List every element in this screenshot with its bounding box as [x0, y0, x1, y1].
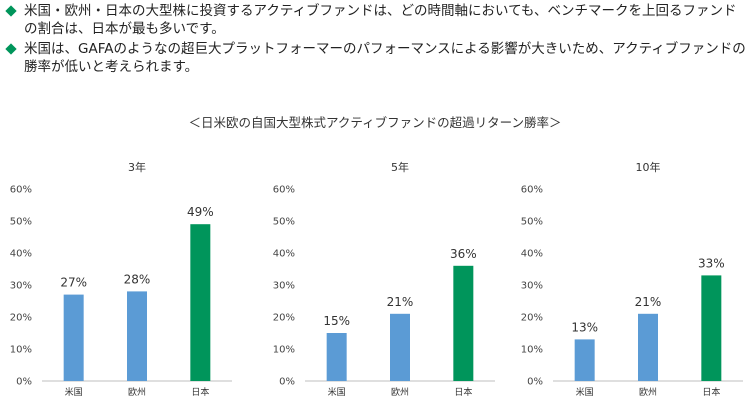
y-tick-label: 30%	[10, 281, 32, 292]
data-label: 13%	[571, 320, 598, 334]
y-tick-label: 60%	[521, 185, 543, 196]
bar	[701, 275, 722, 381]
bar	[638, 313, 658, 381]
bullet-text: 米国は、GAFAのようなの超巨大プラットフォーマーのパフォーマンスによる影響が大…	[24, 41, 746, 75]
data-label: 21%	[387, 295, 414, 309]
data-label: 28%	[124, 272, 151, 286]
y-tick-label: 0%	[279, 377, 295, 388]
y-tick-label: 60%	[273, 185, 295, 196]
chart-title: 10年	[636, 160, 661, 174]
chart-panel: 3年 0% 10% 20% 30% 40% 50% 60% 27% 米国 28% 欧州 49% 日本	[10, 160, 232, 398]
y-tick-label: 40%	[521, 249, 543, 260]
category-label: 欧州	[128, 386, 146, 398]
category-label: 米国	[576, 386, 594, 398]
data-label: 49%	[187, 205, 214, 219]
y-tick-label: 40%	[10, 249, 32, 260]
y-tick-label: 10%	[521, 345, 543, 356]
category-label: 米国	[65, 386, 83, 398]
bar	[390, 313, 410, 381]
chart-title: 5年	[391, 160, 409, 174]
category-label: 日本	[702, 386, 720, 398]
y-tick-label: 0%	[527, 377, 543, 388]
chart-title: 3年	[128, 160, 146, 174]
y-tick-label: 60%	[10, 185, 32, 196]
category-label: 欧州	[639, 386, 657, 398]
category-label: 欧州	[391, 386, 409, 398]
bar	[574, 339, 595, 381]
y-tick-label: 0%	[16, 377, 32, 388]
data-label: 21%	[635, 295, 662, 309]
section-title: ＜日米欧の自国大型株式アクティブファンドの超過リターン勝率＞	[188, 115, 562, 130]
y-tick-label: 10%	[10, 345, 32, 356]
bar	[127, 291, 147, 381]
bar	[453, 265, 474, 381]
bar	[63, 294, 84, 381]
y-tick-label: 20%	[521, 313, 543, 324]
category-label: 日本	[454, 386, 472, 398]
y-tick-label: 20%	[10, 313, 32, 324]
bullet-text: 米国・欧州・日本の大型株に投資するアクティブファンドは、どの時間軸においても、ベ…	[24, 3, 737, 37]
bullet-list: 米国・欧州・日本の大型株に投資するアクティブファンドは、どの時間軸においても、ベ…	[4, 2, 746, 78]
bar	[326, 333, 347, 381]
y-tick-label: 20%	[273, 313, 295, 324]
category-label: 米国	[328, 386, 346, 398]
chart-panel: 5年 0% 10% 20% 30% 40% 50% 60% 15% 米国 21% 欧州 36% 日本	[273, 160, 495, 398]
category-label: 日本	[191, 386, 209, 398]
data-label: 33%	[698, 256, 725, 270]
y-tick-label: 50%	[521, 217, 543, 228]
data-label: 27%	[60, 276, 87, 290]
data-label: 36%	[450, 247, 477, 261]
y-tick-label: 50%	[10, 217, 32, 228]
chart-panel: 10年 0% 10% 20% 30% 40% 50% 60% 13% 米国 21% 欧州 33% 日本	[521, 160, 743, 398]
y-tick-label: 30%	[521, 281, 543, 292]
y-tick-label: 50%	[273, 217, 295, 228]
bullet-item: 米国は、GAFAのようなの超巨大プラットフォーマーのパフォーマンスによる影響が大…	[4, 40, 746, 76]
bar	[190, 224, 211, 381]
y-tick-label: 40%	[273, 249, 295, 260]
bullet-item: 米国・欧州・日本の大型株に投資するアクティブファンドは、どの時間軸においても、ベ…	[4, 2, 746, 38]
data-label: 15%	[323, 314, 350, 328]
y-tick-label: 10%	[273, 345, 295, 356]
y-tick-label: 30%	[273, 281, 295, 292]
